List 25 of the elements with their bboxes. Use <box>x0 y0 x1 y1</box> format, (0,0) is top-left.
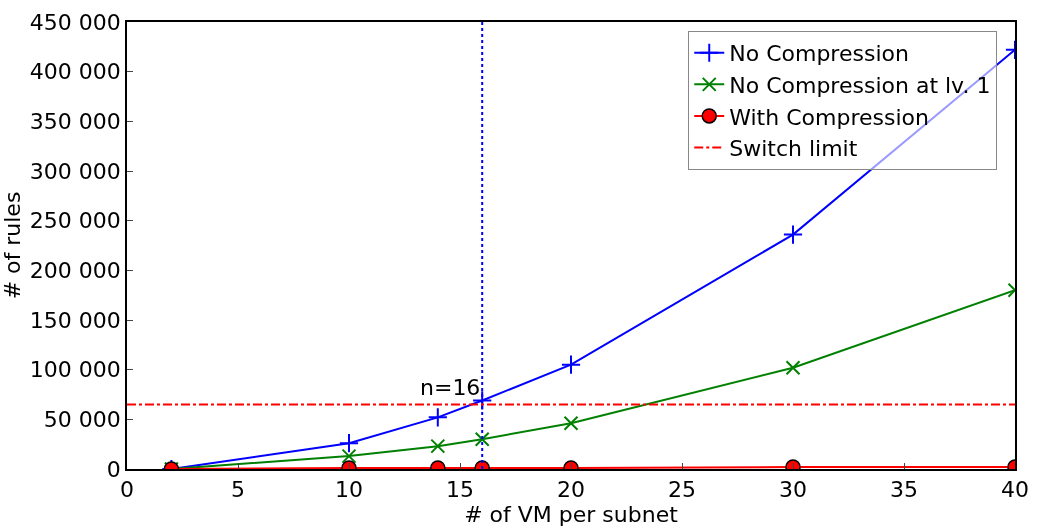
y-tick-label: 0 <box>106 456 121 482</box>
x-tick-label: 20 <box>557 477 585 503</box>
y-tick-label: 400 000 <box>29 59 121 85</box>
legend-label: With Compression <box>729 104 929 130</box>
x-tick-label: 10 <box>335 477 363 503</box>
y-tick-label: 100 000 <box>29 357 121 383</box>
annotation: n=16 <box>420 375 481 400</box>
y-tick-label: 350 000 <box>29 109 121 135</box>
y-tick-label: 250 000 <box>29 208 121 234</box>
y-tick-label: 150 000 <box>29 307 121 333</box>
x-tick-label: 5 <box>231 477 245 503</box>
x-tick-label: 15 <box>446 477 474 503</box>
y-tick-label: 300 000 <box>29 158 121 184</box>
legend-label: No Compression at lv. 1 <box>729 72 991 98</box>
legend-label: No Compression <box>729 41 909 67</box>
legend-label: Switch limit <box>729 136 858 162</box>
x-tick-label: 35 <box>890 477 918 503</box>
y-tick-label: 200 000 <box>29 258 121 284</box>
y-tick-label: 450 000 <box>29 9 121 35</box>
x-tick-label: 25 <box>668 477 696 503</box>
x-axis-title: # of VM per subnet <box>464 502 679 528</box>
x-tick-label: 40 <box>1001 477 1029 503</box>
y-axis-title: # of rules <box>0 191 25 300</box>
x-tick-label: 30 <box>779 477 807 503</box>
y-tick-label: 50 000 <box>43 407 121 433</box>
